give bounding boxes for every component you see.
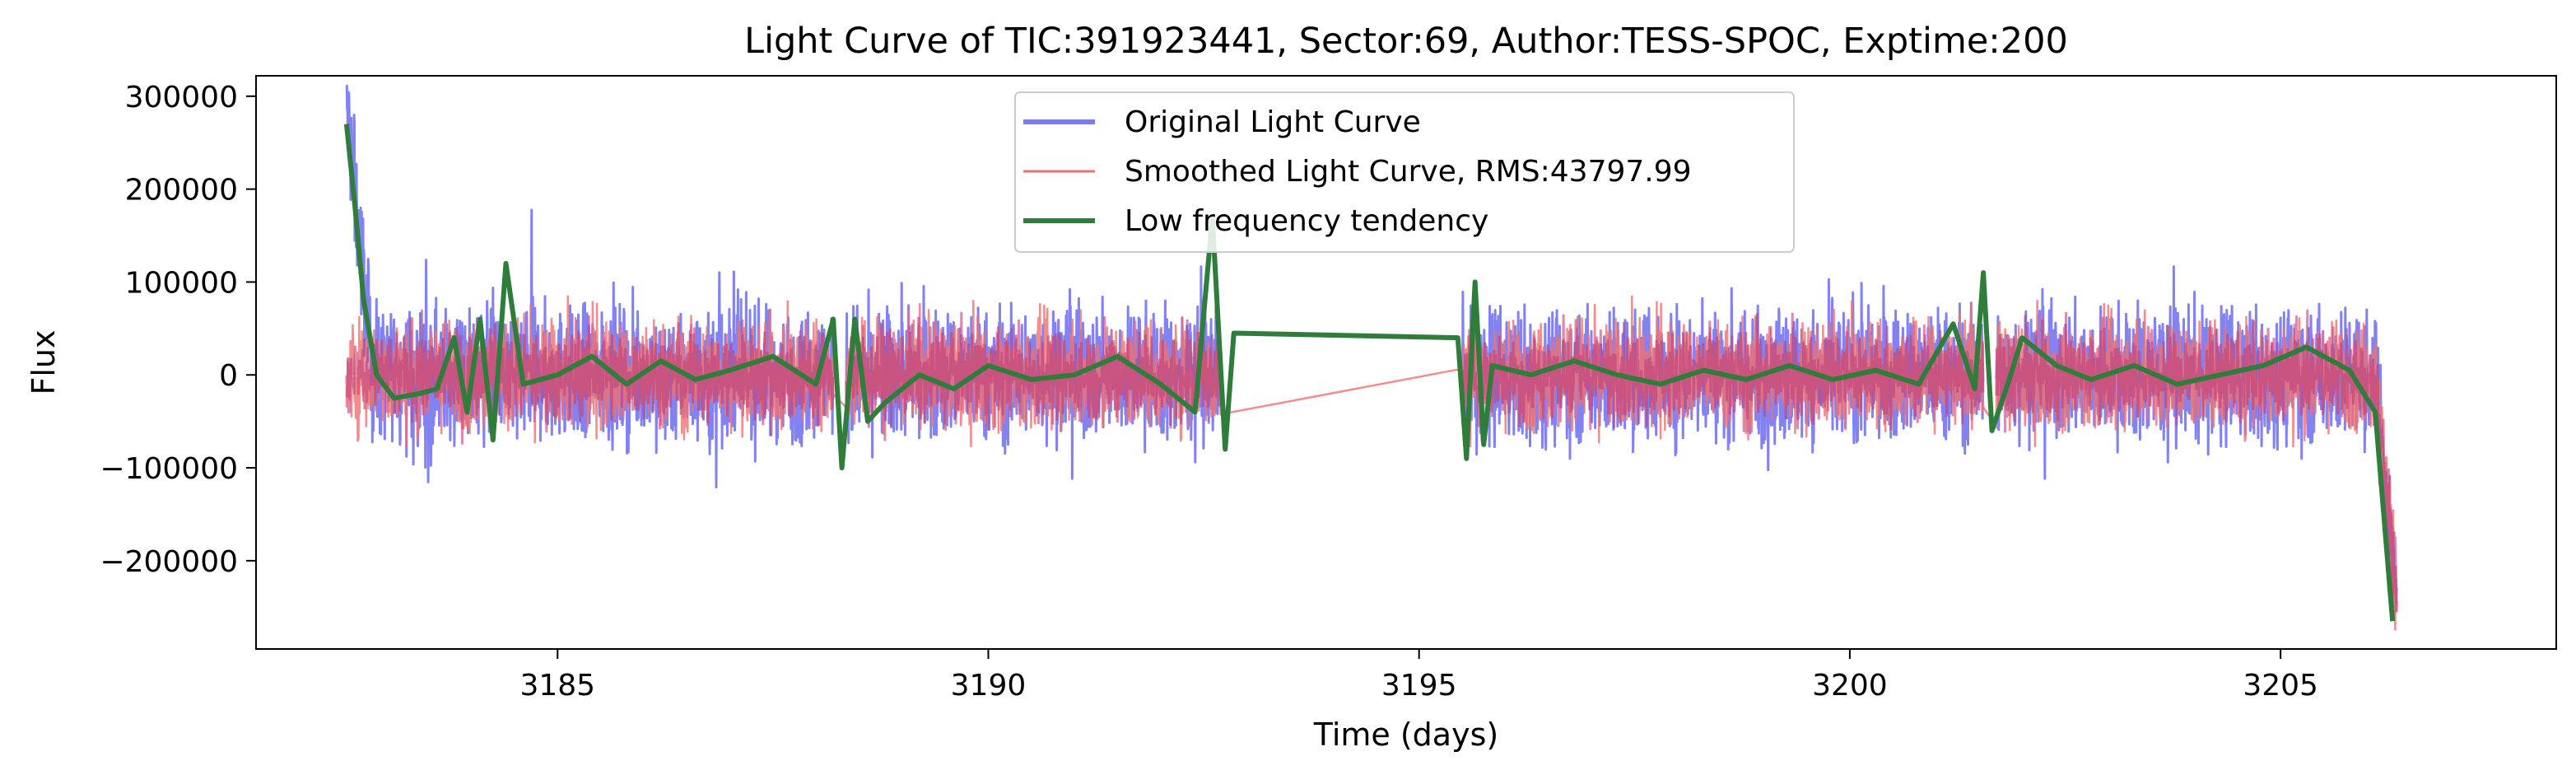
legend-label-smoothed: Smoothed Light Curve, RMS:43797.99 [1125, 155, 1692, 189]
chart-title: Light Curve of TIC:391923441, Sector:69,… [744, 21, 2068, 62]
y-axis: 300000 200000 100000 0 −100000 −200000 [100, 81, 256, 579]
y-tick-label: 300000 [125, 81, 238, 114]
y-tick-label: 0 [219, 359, 238, 393]
plot-frame [255, 75, 2557, 650]
series-low-frequency-tendency [343, 124, 2396, 622]
x-axis-label: Time (days) [1313, 717, 1498, 753]
plot-area [343, 84, 2398, 631]
legend: Original Light Curve Smoothed Light Curv… [1014, 91, 1795, 253]
x-tick-label: 3205 [2243, 669, 2318, 703]
y-axis-label: Flux [26, 330, 62, 395]
y-tick-label: −200000 [100, 545, 238, 579]
y-tick-label: −100000 [100, 452, 238, 486]
legend-label-trend: Low frequency tendency [1125, 204, 1488, 238]
y-tick-label: 100000 [125, 266, 238, 300]
series-overlap-band [345, 309, 2398, 613]
x-tick-label: 3200 [1812, 669, 1888, 703]
legend-box [1014, 91, 1795, 253]
x-tick-label: 3190 [951, 669, 1027, 703]
y-tick-label: 200000 [125, 174, 238, 208]
legend-label-original: Original Light Curve [1125, 105, 1421, 139]
x-tick-label: 3185 [519, 669, 595, 703]
x-tick-label: 3195 [1381, 669, 1457, 703]
x-axis: 3185 3190 3195 3200 3205 [519, 649, 2318, 703]
